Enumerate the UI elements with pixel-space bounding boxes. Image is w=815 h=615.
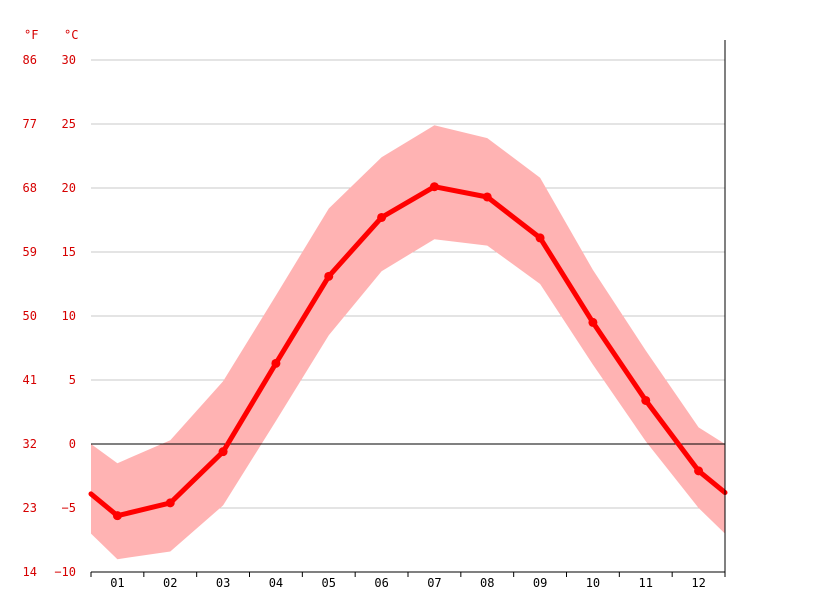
fahrenheit-tick-label: 14 [23,565,37,579]
celsius-tick-label: 5 [69,373,76,387]
y-tick-labels: °F °C 30 86 25 77 20 68 15 59 10 50 5 41 0 32 −5 23 −10 1… [23,28,79,579]
mean-point-05 [324,271,334,281]
temperature-range-band [91,125,725,560]
celsius-tick-label: −5 [62,501,76,515]
mean-point-09 [535,233,545,243]
month-label: 11 [639,576,653,590]
mean-point-12 [694,466,704,476]
celsius-tick-label: 15 [62,245,76,259]
x-tick-labels: 01 02 03 04 05 06 07 08 09 10 11 12 [110,576,706,590]
month-label: 02 [163,576,177,590]
mean-point-04 [271,358,281,368]
mean-point-08 [482,192,492,202]
celsius-tick-label: −10 [54,565,76,579]
celsius-tick-label: 10 [62,309,76,323]
mean-temperature-line [88,184,728,519]
fahrenheit-axis-label: °F [24,28,38,42]
fahrenheit-tick-label: 86 [23,53,37,67]
celsius-tick-label: 0 [69,437,76,451]
mean-point-03 [218,447,228,457]
mean-temperature-points [112,182,704,521]
month-label: 05 [322,576,336,590]
month-label: 03 [216,576,230,590]
month-label: 07 [427,576,441,590]
axes [90,40,726,577]
mean-point-06 [377,212,387,222]
celsius-tick-label: 25 [62,117,76,131]
month-label: 09 [533,576,547,590]
celsius-tick-label: 30 [62,53,76,67]
mean-point-10 [588,317,598,327]
month-label: 10 [586,576,600,590]
month-label: 06 [374,576,388,590]
mean-point-02 [165,498,175,508]
fahrenheit-tick-label: 77 [23,117,37,131]
fahrenheit-tick-label: 23 [23,501,37,515]
celsius-axis-label: °C [64,28,78,42]
mean-point-01 [112,511,122,521]
mean-point-07 [429,182,439,192]
month-label: 04 [269,576,283,590]
month-label: 01 [110,576,124,590]
fahrenheit-tick-label: 32 [23,437,37,451]
fahrenheit-tick-label: 68 [23,181,37,195]
celsius-tick-label: 20 [62,181,76,195]
fahrenheit-tick-label: 50 [23,309,37,323]
month-label: 08 [480,576,494,590]
fahrenheit-tick-label: 41 [23,373,37,387]
fahrenheit-tick-label: 59 [23,245,37,259]
month-label: 12 [691,576,705,590]
mean-point-11 [641,395,651,405]
